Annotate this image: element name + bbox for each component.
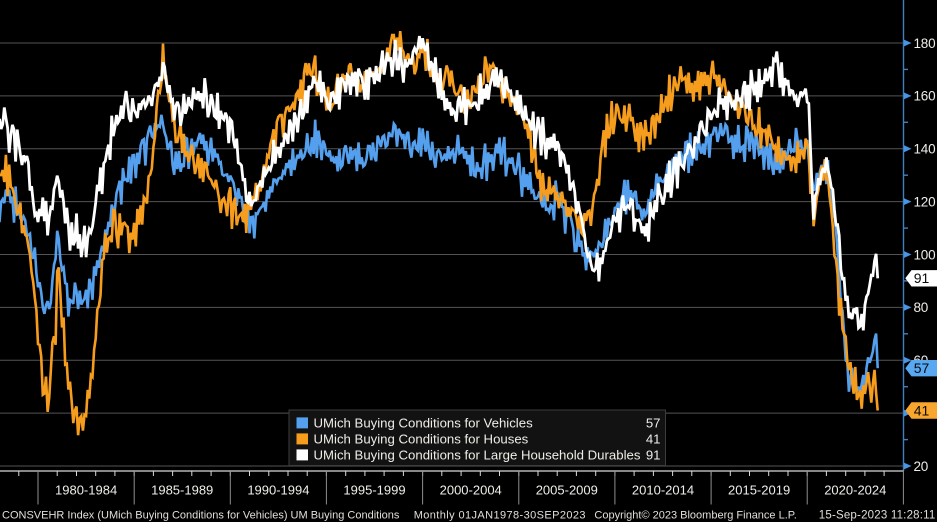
svg-text:80: 80 [914,300,929,315]
svg-text:1985-1989: 1985-1989 [151,483,213,498]
svg-text:57: 57 [646,416,661,431]
svg-text:2020-2024: 2020-2024 [824,483,886,498]
svg-text:CONSVEHR Index (UMich Buying C: CONSVEHR Index (UMich Buying Conditions … [2,510,400,522]
svg-text:1990-1994: 1990-1994 [247,483,309,498]
svg-text:Monthly 01JAN1978-30SEP2023: Monthly 01JAN1978-30SEP2023 [414,510,586,522]
svg-text:20: 20 [914,459,929,474]
svg-text:91: 91 [646,448,661,463]
svg-text:2000-2004: 2000-2004 [440,483,502,498]
svg-text:Copyright© 2023 Bloomberg Fina: Copyright© 2023 Bloomberg Finance L.P. [594,510,796,522]
svg-text:91: 91 [914,270,930,286]
svg-text:100: 100 [914,247,936,262]
svg-text:1995-1999: 1995-1999 [343,483,405,498]
svg-text:UMich Buying Conditions for Ho: UMich Buying Conditions for Houses [314,432,529,447]
svg-text:15-Sep-2023 11:28:11: 15-Sep-2023 11:28:11 [819,510,936,522]
svg-text:41: 41 [914,402,930,418]
svg-text:1980-1984: 1980-1984 [55,483,117,498]
svg-text:140: 140 [914,142,936,157]
svg-text:2015-2019: 2015-2019 [728,483,790,498]
svg-text:2010-2014: 2010-2014 [632,483,694,498]
svg-text:180: 180 [914,36,936,51]
svg-text:160: 160 [914,89,936,104]
svg-text:41: 41 [646,432,661,447]
svg-text:2005-2009: 2005-2009 [536,483,598,498]
svg-text:57: 57 [914,360,930,376]
svg-text:120: 120 [914,194,936,209]
svg-text:UMich Buying Conditions for La: UMich Buying Conditions for Large Househ… [314,448,641,463]
svg-text:UMich Buying Conditions for Ve: UMich Buying Conditions for Vehicles [314,416,534,431]
